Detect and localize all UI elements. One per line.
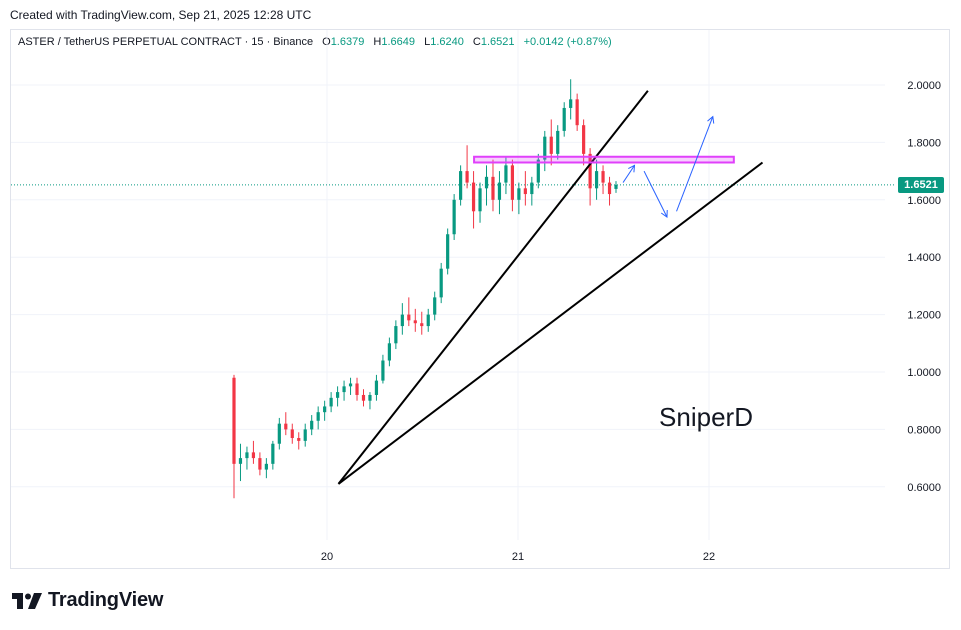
- low-value: 1.6240: [430, 36, 464, 48]
- candle-body: [569, 99, 573, 108]
- last-price-tag: 1.6521: [898, 177, 944, 193]
- chart-frame: [10, 29, 950, 569]
- symbol-title: ASTER / TetherUS PERPETUAL CONTRACT · 15…: [18, 36, 314, 48]
- candle-body: [271, 443, 275, 464]
- y-tick-label: 1.8000: [907, 137, 941, 149]
- candle-body: [439, 268, 443, 298]
- candle-body: [297, 438, 301, 441]
- resistance-zone: [473, 155, 735, 164]
- candle-body: [446, 234, 450, 269]
- candle-body: [504, 165, 508, 183]
- candle-body: [575, 99, 579, 126]
- x-tick-label: 21: [512, 551, 524, 563]
- candle-body: [607, 182, 612, 195]
- candle-body: [614, 184, 618, 189]
- candle-body: [355, 383, 359, 395]
- candle-body: [484, 176, 489, 189]
- candle-body: [400, 314, 404, 327]
- close-label: C: [472, 36, 481, 48]
- candle-body: [316, 412, 320, 421]
- projection-arrow-head: [660, 210, 668, 218]
- candle-body: [394, 326, 398, 344]
- candle-body: [465, 171, 469, 183]
- trendline: [337, 90, 649, 485]
- candle-body: [374, 380, 379, 395]
- candle-body: [478, 188, 482, 212]
- candle-body: [368, 394, 372, 401]
- candle-body: [361, 394, 366, 401]
- candle-body: [459, 171, 463, 200]
- brand-name: TradingView: [48, 589, 164, 611]
- candle-body: [517, 188, 521, 200]
- y-tick-label: 1.2000: [907, 310, 941, 322]
- candle-body: [342, 386, 346, 393]
- x-tick-label: 22: [703, 551, 715, 563]
- x-tick-label: 20: [321, 551, 333, 563]
- change-value: +0.0142 (+0.87%): [523, 36, 612, 48]
- candle-body: [556, 130, 560, 154]
- candle-body: [510, 165, 515, 200]
- candle-body: [310, 420, 314, 430]
- y-tick-label: 1.6000: [907, 195, 941, 207]
- high-label: H: [373, 36, 382, 48]
- candle-body: [387, 343, 391, 361]
- y-tick-label: 0.6000: [907, 482, 941, 494]
- candle-body: [562, 107, 566, 131]
- candle-body: [588, 153, 592, 189]
- candle-body: [543, 136, 547, 160]
- tradingview-logo-icon: [12, 592, 42, 609]
- low-label: L: [424, 36, 431, 48]
- candle-body: [303, 429, 307, 441]
- candle-body: [348, 383, 353, 387]
- candle-body: [277, 423, 281, 444]
- candle-body: [601, 171, 605, 183]
- candle-body: [264, 463, 268, 470]
- projection-arrow: [622, 165, 635, 183]
- candle-body: [594, 171, 599, 189]
- open-label: O: [322, 36, 331, 48]
- trendline: [337, 161, 764, 485]
- tradingview-logo: TradingView: [12, 589, 163, 612]
- candle-body: [251, 452, 256, 459]
- candle-body: [420, 323, 424, 327]
- projection-arrow: [643, 170, 668, 218]
- candle-body: [381, 360, 385, 381]
- candle-body: [407, 314, 411, 321]
- candle-body: [290, 429, 294, 439]
- candle-body: [452, 199, 456, 235]
- high-value: 1.6649: [381, 36, 416, 48]
- open-value: 1.6379: [330, 36, 365, 48]
- chart-credit: Created with TradingView.com, Sep 21, 20…: [10, 8, 312, 22]
- candle-body: [238, 458, 243, 464]
- projection-arrow-head: [707, 115, 715, 124]
- projection-arrow-head: [628, 164, 636, 173]
- candle-body: [426, 314, 430, 327]
- candle-body: [530, 182, 534, 195]
- candle-body: [323, 406, 327, 413]
- watermark-text: SniperD: [659, 402, 753, 432]
- candle-body: [536, 159, 540, 183]
- candle-body: [549, 136, 553, 154]
- symbol-legend: ASTER / TetherUS PERPETUAL CONTRACT · 15…: [18, 36, 612, 48]
- candle-body: [433, 297, 437, 315]
- close-value: 1.6521: [480, 36, 515, 48]
- y-tick-label: 0.8000: [907, 424, 941, 436]
- projection-arrow: [676, 116, 714, 212]
- y-tick-label: 2.0000: [907, 80, 941, 92]
- candle-body: [471, 182, 476, 212]
- candle-body: [523, 188, 527, 195]
- candle-body: [491, 176, 495, 200]
- candle-body: [413, 320, 417, 324]
- candle-body: [582, 125, 586, 154]
- y-tick-label: 1.0000: [907, 367, 941, 379]
- candle-body: [497, 182, 502, 200]
- candle-body: [245, 452, 249, 459]
- candle-body: [232, 377, 236, 464]
- y-tick-label: 1.4000: [907, 252, 941, 264]
- candle-body: [284, 423, 288, 430]
- candle-body: [258, 458, 262, 470]
- candle-body: [335, 392, 340, 398]
- candle-body: [329, 397, 333, 407]
